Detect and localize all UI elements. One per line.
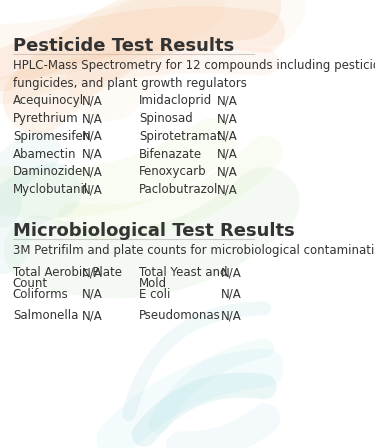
Text: N/A: N/A: [217, 130, 238, 143]
Text: N/A: N/A: [217, 112, 238, 125]
Text: N/A: N/A: [82, 112, 103, 125]
Text: 3M Petrifilm and plate counts for microbiological contamination: 3M Petrifilm and plate counts for microb…: [13, 244, 375, 257]
Text: N/A: N/A: [82, 310, 103, 323]
Text: Spirotetramat: Spirotetramat: [139, 130, 222, 143]
Text: E coli: E coli: [139, 288, 170, 301]
Text: N/A: N/A: [82, 95, 103, 108]
Text: Daminozide: Daminozide: [13, 165, 83, 178]
Text: Total Yeast and: Total Yeast and: [139, 266, 227, 279]
Text: Count: Count: [13, 277, 48, 290]
Text: N/A: N/A: [217, 183, 238, 196]
Text: N/A: N/A: [82, 266, 103, 279]
Text: Paclobutrazol: Paclobutrazol: [139, 183, 218, 196]
Text: Spiromesifen: Spiromesifen: [13, 130, 90, 143]
Text: N/A: N/A: [221, 310, 242, 323]
Text: HPLC-Mass Spectrometry for 12 compounds including pesticides,
fungicides, and pl: HPLC-Mass Spectrometry for 12 compounds …: [13, 59, 375, 90]
Text: Spinosad: Spinosad: [139, 112, 193, 125]
Text: Abamectin: Abamectin: [13, 148, 76, 161]
Text: Salmonella: Salmonella: [13, 310, 78, 323]
Text: Fenoxycarb: Fenoxycarb: [139, 165, 207, 178]
Text: Imidacloprid: Imidacloprid: [139, 95, 212, 108]
Text: N/A: N/A: [82, 165, 103, 178]
Text: Pyrethrium: Pyrethrium: [13, 112, 78, 125]
Text: Coliforms: Coliforms: [13, 288, 69, 301]
Text: N/A: N/A: [82, 288, 103, 301]
Text: N/A: N/A: [217, 148, 238, 161]
Text: N/A: N/A: [82, 148, 103, 161]
Text: Pesticide Test Results: Pesticide Test Results: [13, 37, 234, 55]
Text: N/A: N/A: [221, 266, 242, 279]
Text: N/A: N/A: [82, 130, 103, 143]
Text: Microbiological Test Results: Microbiological Test Results: [13, 222, 295, 240]
Text: N/A: N/A: [221, 288, 242, 301]
Text: Acequinocyl: Acequinocyl: [13, 95, 84, 108]
Text: Total Aerobic Plate: Total Aerobic Plate: [13, 266, 122, 279]
Text: N/A: N/A: [217, 95, 238, 108]
Text: Mold: Mold: [139, 277, 167, 290]
Text: Myclobutanil: Myclobutanil: [13, 183, 88, 196]
Text: N/A: N/A: [82, 183, 103, 196]
Text: N/A: N/A: [217, 165, 238, 178]
Text: Bifenazate: Bifenazate: [139, 148, 202, 161]
Text: Pseudomonas: Pseudomonas: [139, 310, 220, 323]
